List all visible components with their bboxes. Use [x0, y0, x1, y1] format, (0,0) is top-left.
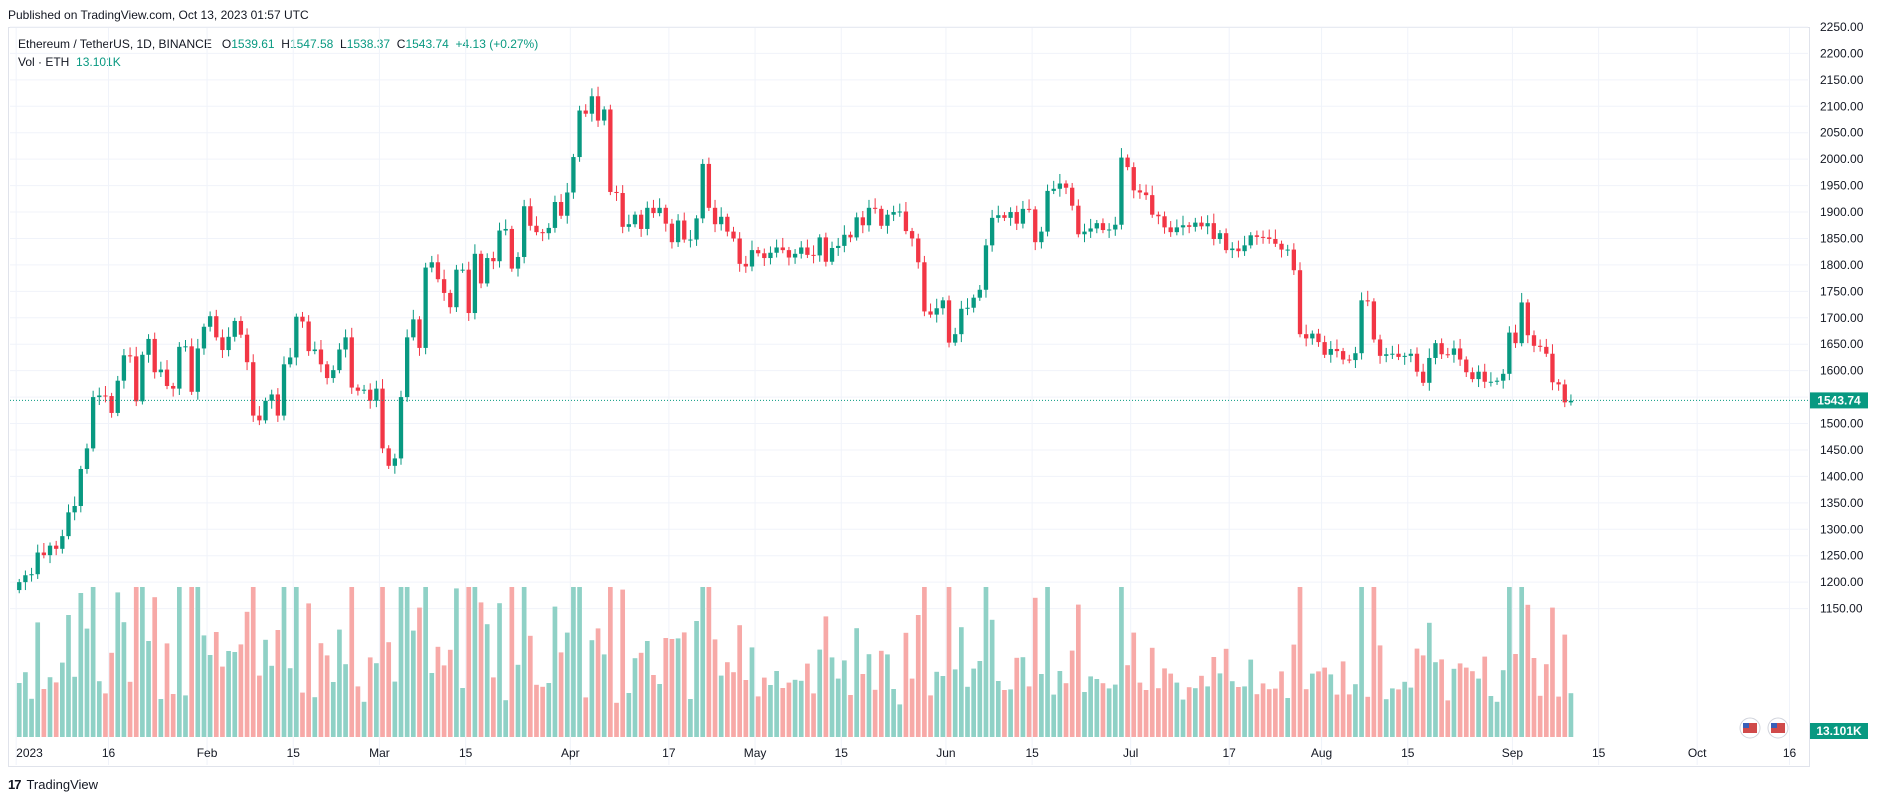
open-value: 1539.61 [231, 37, 275, 51]
price-tick-label: 1150.00 [1820, 602, 1863, 616]
price-tick-label: 2100.00 [1820, 99, 1864, 113]
price-tick-label: 1350.00 [1820, 496, 1864, 510]
high-key: H [281, 37, 290, 51]
published-note: Published on TradingView.com, Oct 13, 20… [8, 8, 309, 22]
price-tick-label: 2150.00 [1820, 73, 1864, 87]
price-tick-label: 2050.00 [1820, 126, 1864, 140]
price-tick-label: 1200.00 [1820, 575, 1864, 589]
price-tick-label: 1900.00 [1820, 205, 1864, 219]
price-tick-label: 1450.00 [1820, 443, 1864, 457]
last-price-label: 1543.74 [1817, 393, 1861, 407]
chart-legend: Ethereum / TetherUS, 1D, BINANCE O1539.6… [18, 35, 538, 71]
price-tick-label: 1600.00 [1820, 364, 1864, 378]
price-tick-label: 1400.00 [1820, 469, 1864, 483]
chart-frame[interactable] [8, 27, 1810, 767]
footer-brand[interactable]: TradingView [26, 777, 99, 792]
price-tick-label: 1500.00 [1820, 417, 1864, 431]
tradingview-logo-icon[interactable]: 17 [8, 777, 22, 792]
price-tick-label: 2250.00 [1820, 20, 1864, 34]
symbol-label[interactable]: Ethereum / TetherUS, 1D, BINANCE [18, 37, 212, 51]
last-volume-label: 13.101K [1816, 724, 1862, 738]
volume-value: 13.101K [76, 55, 121, 69]
last-volume-badge [1810, 723, 1868, 739]
price-tick-label: 2200.00 [1820, 46, 1864, 60]
volume-row: Vol · ETH 13.101K [18, 53, 538, 71]
low-value: 1538.37 [346, 37, 391, 51]
open-key: O [221, 37, 232, 51]
price-tick-label: 2000.00 [1820, 152, 1864, 166]
price-tick-label: 1700.00 [1820, 311, 1864, 325]
price-tick-label: 1750.00 [1820, 284, 1864, 298]
change-value: +4.13 (+0.27%) [455, 37, 539, 51]
price-tick-label: 1250.00 [1820, 549, 1864, 563]
high-value: 1547.58 [289, 37, 334, 51]
price-tick-label: 1950.00 [1820, 179, 1864, 193]
last-price-badge [1810, 392, 1868, 409]
price-tick-label: 1550.00 [1820, 390, 1864, 404]
ohlc-row: Ethereum / TetherUS, 1D, BINANCE O1539.6… [18, 35, 538, 53]
price-tick-label: 1650.00 [1820, 337, 1864, 351]
price-tick-label: 1300.00 [1820, 522, 1864, 536]
price-tick-label: 1800.00 [1820, 258, 1864, 272]
close-value: 1543.74 [405, 37, 449, 51]
volume-label[interactable]: Vol · ETH [18, 55, 70, 69]
price-tick-label: 1850.00 [1820, 231, 1864, 245]
low-key: L [340, 37, 347, 51]
footer: 17 TradingView [8, 777, 98, 792]
close-key: C [396, 37, 406, 51]
